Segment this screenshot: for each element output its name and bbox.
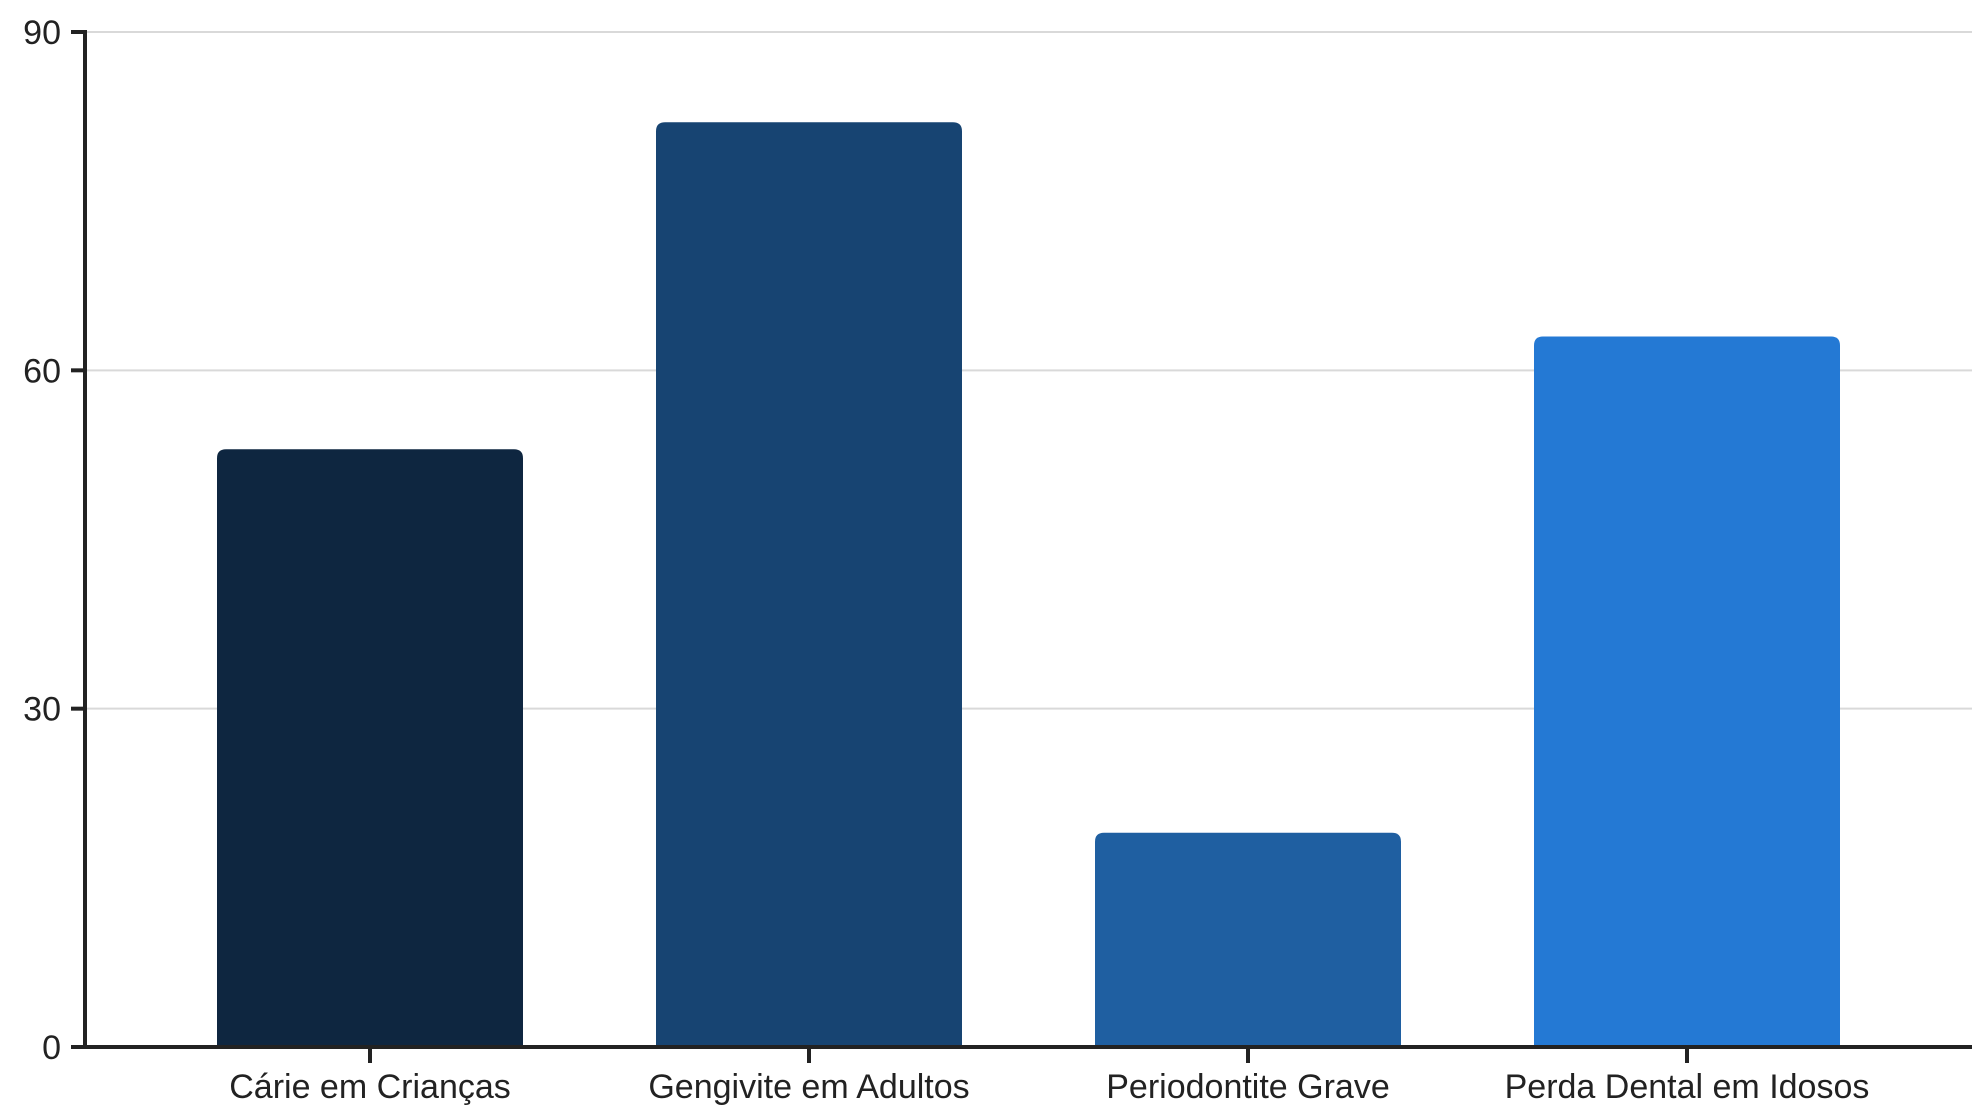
x-tick-label: Periodontite Grave xyxy=(1106,1068,1390,1106)
x-tick-label: Cárie em Crianças xyxy=(229,1068,511,1106)
axes xyxy=(83,30,1972,1049)
y-tick-label: 90 xyxy=(23,14,61,52)
y-tick-label: 30 xyxy=(23,691,61,729)
x-tick-label: Perda Dental em Idosos xyxy=(1505,1068,1870,1106)
bar-2 xyxy=(656,122,962,1047)
bar-1 xyxy=(217,449,523,1047)
bar-3 xyxy=(1095,832,1401,1047)
y-ticks: 0 30 60 90 xyxy=(23,14,85,1067)
x-tick-label: Gengivite em Adultos xyxy=(648,1068,969,1106)
y-tick-label: 60 xyxy=(23,352,61,390)
bar-4 xyxy=(1534,336,1840,1047)
bars xyxy=(217,122,1840,1047)
y-tick-label: 0 xyxy=(42,1029,61,1067)
x-ticks: Cárie em Crianças Gengivite em Adultos Per… xyxy=(229,1047,1869,1106)
